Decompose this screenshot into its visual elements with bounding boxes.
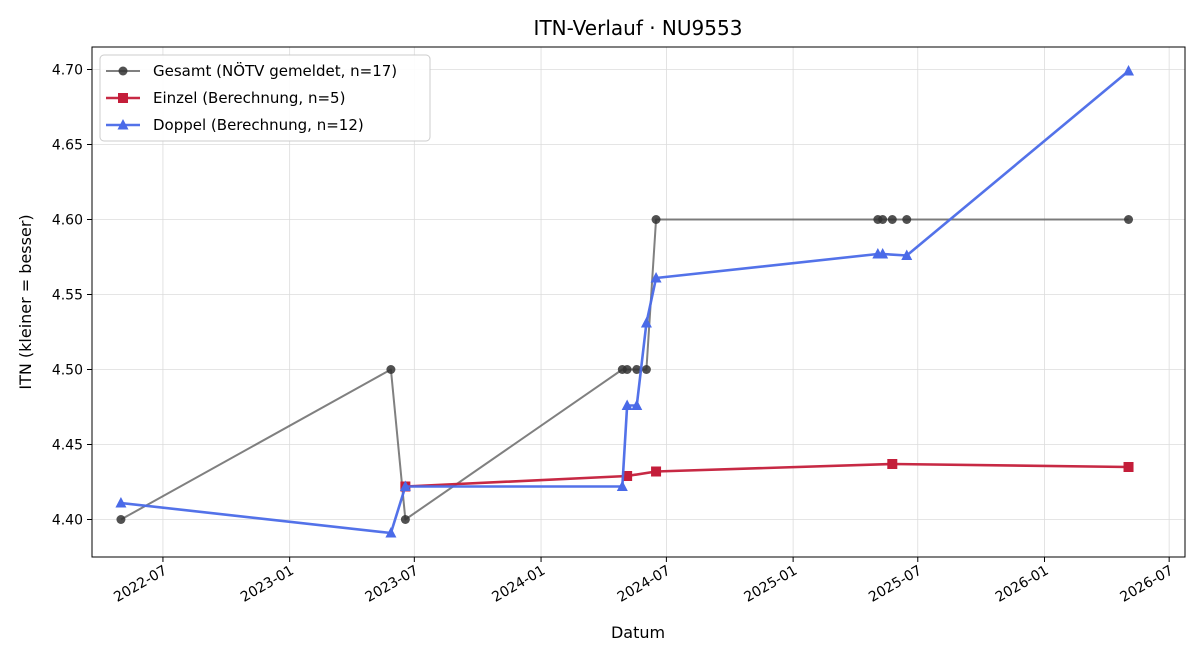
data-point-marker xyxy=(1124,215,1134,224)
data-point-marker xyxy=(902,215,912,224)
data-point-marker xyxy=(887,215,897,224)
y-tick-label: 4.70 xyxy=(52,63,83,79)
data-point-marker xyxy=(651,466,662,477)
legend: Gesamt (NÖTV gemeldet, n=17) Einzel (Bere… xyxy=(99,54,431,142)
y-tick-label: 4.65 xyxy=(52,138,83,154)
data-point-marker xyxy=(621,399,633,410)
legend-label: Einzel (Berechnung, n=5) xyxy=(153,89,345,107)
data-point-marker xyxy=(386,365,396,374)
data-point-marker xyxy=(117,119,129,130)
series-layer xyxy=(115,65,1135,538)
y-tick-label: 4.40 xyxy=(52,513,83,529)
data-point-marker xyxy=(651,215,661,224)
data-point-marker xyxy=(887,459,898,469)
data-point-marker xyxy=(1123,462,1134,472)
data-point-marker xyxy=(878,215,888,224)
y-tick-label: 4.50 xyxy=(52,363,83,379)
data-point-marker xyxy=(399,480,411,491)
x-axis-label: Datum xyxy=(611,623,665,642)
data-point-marker xyxy=(877,248,889,259)
legend-label: Doppel (Berechnung, n=12) xyxy=(153,116,364,134)
series-triangle xyxy=(115,65,1135,538)
data-point-marker xyxy=(118,66,128,76)
data-point-marker xyxy=(385,527,397,538)
plot-frame xyxy=(91,46,1186,558)
y-tick-label: 4.60 xyxy=(52,213,83,229)
legend-box xyxy=(99,54,431,142)
data-point-marker xyxy=(901,249,913,260)
data-point-marker xyxy=(616,480,628,491)
data-point-marker xyxy=(400,515,410,524)
data-point-marker xyxy=(622,365,632,374)
data-point-marker xyxy=(115,497,127,508)
data-point-marker xyxy=(632,365,642,374)
legend-label: Gesamt (NÖTV gemeldet, n=17) xyxy=(153,61,397,80)
y-tick-label: 4.45 xyxy=(52,438,83,454)
data-point-marker xyxy=(631,399,643,410)
data-point-marker xyxy=(622,471,633,481)
data-point-marker xyxy=(116,515,126,524)
series-circle xyxy=(116,215,1134,524)
data-point-marker xyxy=(640,317,652,328)
data-point-marker xyxy=(641,365,651,374)
y-tick-label: 4.55 xyxy=(52,288,83,304)
y-axis-label: ITN (kleiner = besser) xyxy=(16,214,35,389)
data-point-marker xyxy=(1123,65,1135,76)
data-point-marker xyxy=(118,93,128,103)
data-point-marker xyxy=(650,272,662,283)
chart-title: ITN-Verlauf · NU9553 xyxy=(534,16,743,40)
series-line xyxy=(120,70,1130,535)
